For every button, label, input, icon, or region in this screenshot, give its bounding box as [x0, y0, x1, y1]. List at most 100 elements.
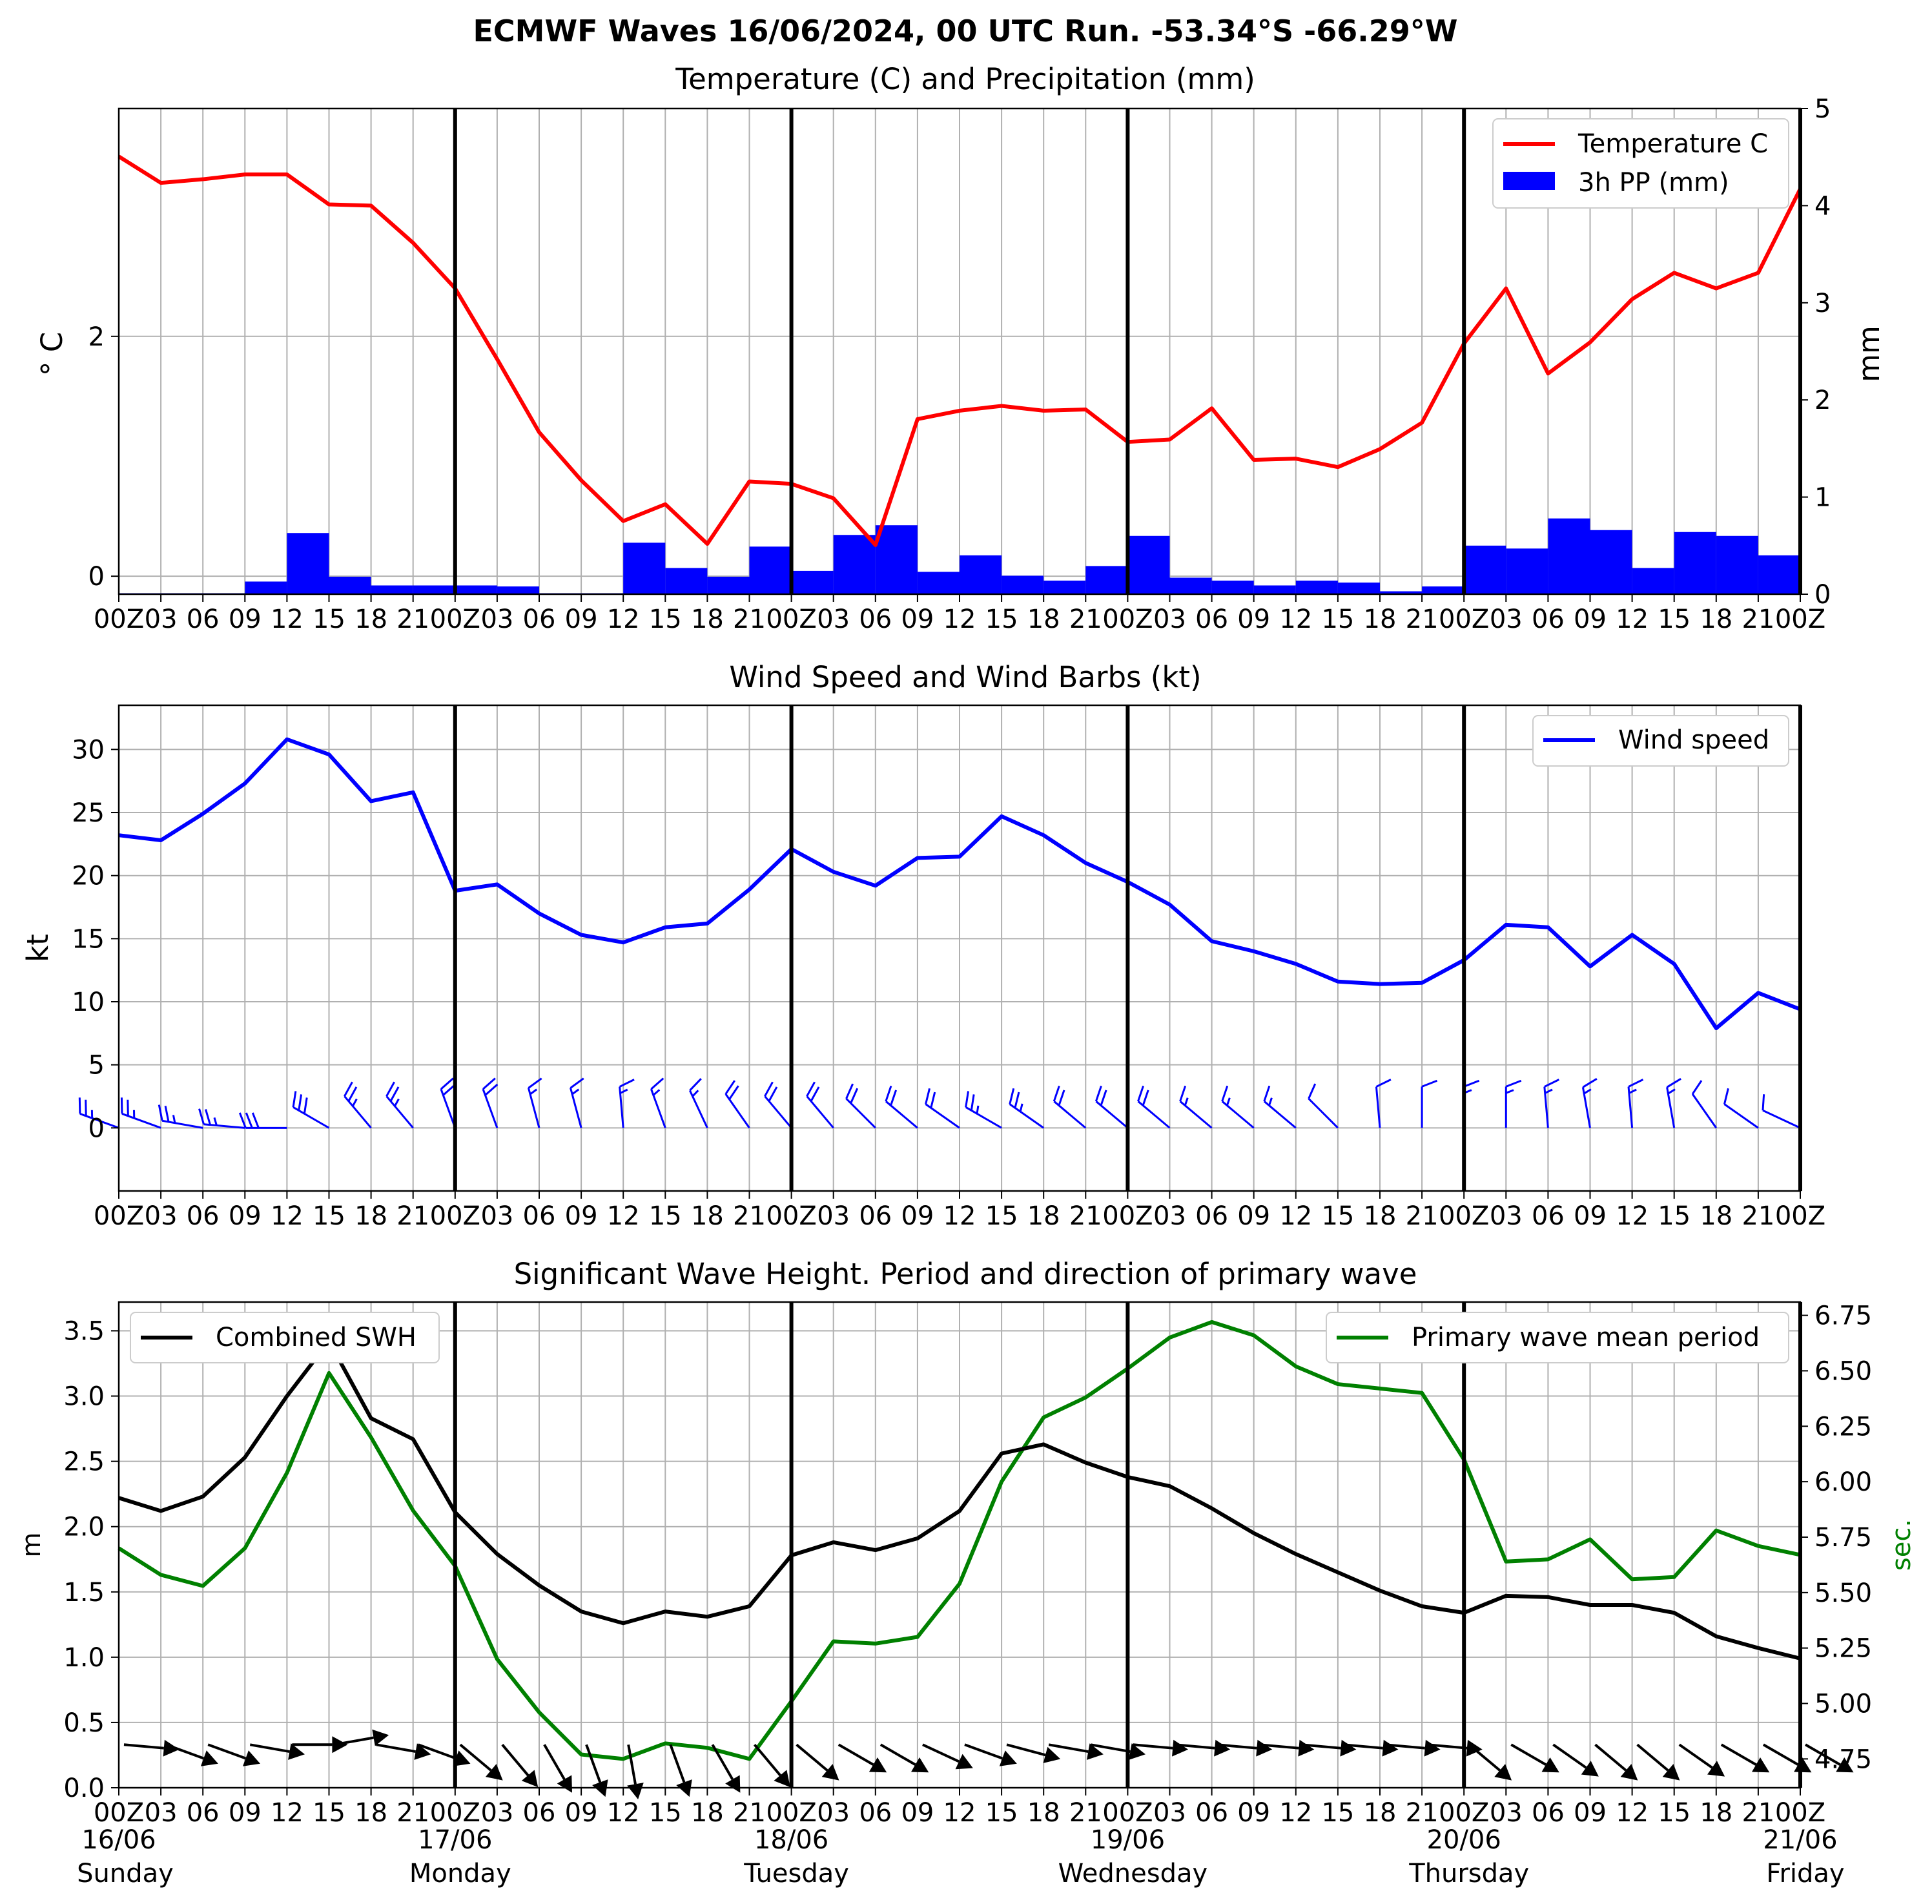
wave-arrow-head: [1620, 1764, 1638, 1781]
day-label: Friday: [1766, 1859, 1844, 1888]
x-tick-label: 21: [1406, 1798, 1439, 1828]
wind-barb: [292, 1091, 330, 1129]
precip-bar: [1590, 530, 1632, 594]
wave-arrow-head: [485, 1764, 503, 1781]
wind-barb-shaft: [1221, 1101, 1255, 1129]
wave-arrow-shaft: [796, 1743, 828, 1772]
x-tick-label: 21: [1406, 1201, 1439, 1231]
x-tick-label: 00Z: [1102, 605, 1153, 634]
period-legend: Primary wave mean period: [1326, 1312, 1789, 1363]
wind-barb-shaft: [161, 1119, 203, 1129]
date-label: 21/06: [1763, 1825, 1837, 1855]
wave-arrow-head: [243, 1750, 261, 1766]
wind-barb-feather: [1545, 1088, 1553, 1094]
wind-barb-feather: [213, 1117, 218, 1126]
wave-date-labels: 16/06 Sunday 17/06 Monday 18/06 Tuesday 19/06 W…: [77, 1825, 1844, 1888]
wind-barb: [1137, 1085, 1171, 1129]
date-label: 19/06: [1091, 1825, 1165, 1855]
precip-bar: [833, 535, 876, 594]
wind-barb-feather: [1629, 1088, 1637, 1094]
wind-barb-feather: [1628, 1079, 1644, 1088]
precipitation-bars: [119, 518, 1800, 594]
wave-arrow-shaft: [1805, 1743, 1841, 1766]
x-tick-label: 00Z: [1102, 1798, 1153, 1828]
wave-period-line: [118, 1319, 1801, 1761]
period-y-label: sec.: [1887, 1519, 1917, 1571]
wave-arrow-head: [1494, 1764, 1512, 1781]
x-tick-label: 00Z: [766, 1798, 816, 1828]
wave-arrow: [1762, 1743, 1812, 1773]
wind-barb-feather: [1058, 1090, 1065, 1106]
wave-arrow-head: [1707, 1761, 1725, 1777]
wave-arrow-shaft: [1259, 1743, 1299, 1750]
y-tick-label: 30: [72, 735, 105, 765]
precip-bar: [455, 585, 497, 594]
wind-barb-feather: [970, 1094, 975, 1111]
y-tick-label: 25: [72, 798, 105, 828]
wind-barb: [1505, 1079, 1522, 1128]
x-tick-label: 18: [1700, 605, 1732, 634]
wind-barb-feather: [806, 1081, 816, 1097]
wind-barb: [1308, 1083, 1339, 1129]
wind-barb-feather: [885, 1085, 892, 1102]
x-tick-label: 09: [1237, 1798, 1270, 1828]
wave-arrow: [838, 1743, 887, 1773]
wind-barb: [688, 1078, 708, 1128]
x-tick-label: 09: [901, 1798, 934, 1828]
wind-barb-feather: [1100, 1090, 1107, 1106]
temperature-y-ticks: 02: [88, 322, 119, 592]
wave-arrow-head: [868, 1757, 887, 1773]
x-tick-label: 03: [817, 1798, 850, 1828]
wave-arrow-shaft: [1762, 1743, 1799, 1766]
wave-arrow-shaft: [1175, 1743, 1215, 1750]
x-tick-label: 12: [271, 1201, 303, 1231]
wind-barb-feather: [1375, 1079, 1392, 1088]
wind-barb-feather: [689, 1078, 702, 1092]
wave-arrow-shaft: [922, 1743, 960, 1763]
x-tick-label: 06: [187, 1201, 220, 1231]
temperature-precip-x-ticks: 00Z 03 06 09 12 15 18 21 00Z 03 06 09 12 15 18 21 00Z 03 0…: [94, 594, 1825, 634]
wave-panel: Significant Wave Height. Period and dire…: [17, 1257, 1917, 1888]
wind-barb-shaft: [440, 1088, 457, 1128]
wave-arrow-head: [1581, 1761, 1599, 1777]
y-right-tick-label: 4: [1814, 191, 1831, 221]
wave-arrow: [796, 1743, 839, 1781]
wave-arrow-head: [453, 1750, 471, 1766]
x-tick-label: 21: [396, 605, 429, 634]
wave-arrow-shaft: [669, 1744, 686, 1783]
day-label: Thursday: [1408, 1859, 1529, 1888]
precip-bar: [1632, 568, 1674, 594]
wave-arrow: [1006, 1743, 1061, 1763]
x-tick-label: 06: [523, 605, 556, 634]
wind-barb-feather: [440, 1077, 454, 1090]
x-tick-label: 09: [1237, 1201, 1270, 1231]
precip-bar: [497, 586, 539, 594]
x-tick-label: 15: [313, 605, 345, 634]
wind-barb-feather: [164, 1106, 170, 1123]
x-tick-label: 09: [1574, 1201, 1607, 1231]
wave-arrow-shaft: [543, 1744, 566, 1780]
x-tick-label: 00Z: [94, 605, 144, 634]
wind-barb: [238, 1112, 287, 1129]
x-tick-label: 09: [901, 1201, 934, 1231]
wind-barb: [965, 1091, 1002, 1129]
wave-arrow: [753, 1744, 790, 1788]
x-tick-label: 12: [1279, 1201, 1312, 1231]
wind-barb-feather: [1544, 1079, 1560, 1088]
precip-bar: [665, 568, 708, 594]
precip-bar: [245, 581, 287, 594]
wave-arrow-shaft: [964, 1743, 1003, 1760]
wind-barb: [764, 1081, 792, 1129]
wave-arrow: [1468, 1743, 1512, 1781]
wind-barb-shaft: [1009, 1103, 1045, 1129]
wave-arrow-shaft: [1720, 1743, 1757, 1766]
y-tick-label: 1.5: [63, 1578, 105, 1608]
wind-barb: [570, 1077, 584, 1128]
x-tick-label: 15: [649, 1798, 682, 1828]
y-tick-label: 3.0: [63, 1382, 105, 1412]
x-tick-label: 12: [943, 1201, 976, 1231]
temperature-precip-legend: Temperature C 3h PP (mm): [1492, 118, 1789, 209]
temperature-y-label: ° C: [35, 332, 69, 376]
wave-arrow-shaft: [627, 1744, 637, 1785]
wind-barb-feather: [1053, 1085, 1060, 1102]
